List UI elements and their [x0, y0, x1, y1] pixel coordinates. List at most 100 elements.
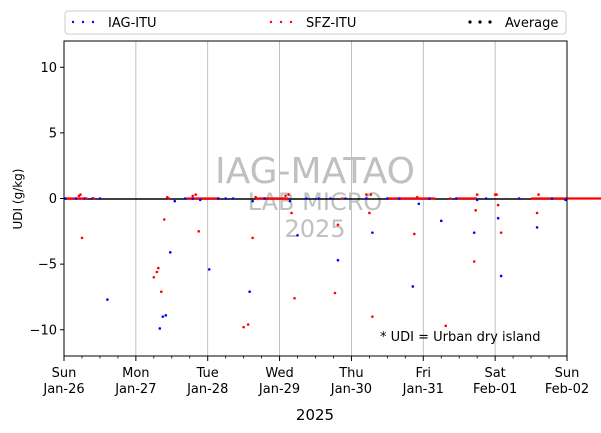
x-tick-date-1: Jan-27: [114, 382, 156, 397]
point-sfz-itu-5: [152, 275, 156, 279]
point-sfz-itu-26: [365, 193, 368, 196]
x-tick-date-5: Jan-31: [402, 382, 444, 397]
x-tick-date-6: Feb-01: [473, 382, 517, 397]
point-sfz-itu-4: [92, 197, 96, 200]
point-iag-itu-12: [191, 197, 195, 200]
point-sfz-itu-38: [495, 193, 498, 196]
watermark-line-2: LAB MICRO: [248, 188, 383, 216]
point-iag-itu-10: [173, 199, 177, 203]
x-axis-label: 2025: [296, 406, 334, 424]
point-sfz-itu-27: [368, 211, 371, 215]
y-tick-label-1: −5: [38, 258, 57, 273]
x-tick-day-6: Sat: [484, 366, 505, 381]
point-iag-itu-26: [336, 258, 340, 262]
point-sfz-itu-32: [444, 324, 448, 328]
point-sfz-itu-14: [197, 230, 201, 233]
y-tick-label-2: 0: [49, 192, 57, 207]
point-sfz-itu-34: [472, 260, 476, 263]
legend-item-sfz-itu: SFZ-ITU: [269, 16, 356, 31]
watermark: IAG-MATAO LAB MICRO 2025: [215, 151, 415, 243]
point-iag-itu-17: [231, 197, 235, 200]
point-sfz-itu-13: [194, 193, 198, 196]
point-iag-itu-21: [288, 199, 292, 203]
point-iag-itu-22: [296, 233, 299, 237]
point-sfz-itu-9: [163, 218, 166, 221]
point-sfz-itu-39: [496, 203, 500, 207]
x-tick-date-0: Jan-26: [42, 382, 84, 397]
x-axis: SunJan-26MonJan-27TueJan-28WedJan-29ThuJ…: [42, 356, 589, 397]
x-tick-day-0: Sun: [52, 366, 77, 381]
point-iag-itu-37: [472, 231, 476, 234]
point-iag-itu-41: [499, 274, 503, 278]
point-iag-itu-23: [305, 197, 308, 200]
point-iag-itu-20: [263, 197, 266, 200]
point-sfz-itu-42: [537, 193, 540, 196]
point-iag-itu-18: [248, 290, 251, 293]
point-sfz-itu-25: [341, 197, 344, 200]
point-sfz-itu-22: [293, 296, 296, 300]
point-sfz-itu-21: [290, 211, 293, 215]
point-sfz-itu-35: [474, 209, 477, 212]
point-iag-itu-42: [517, 197, 521, 200]
x-tick-day-3: Wed: [265, 366, 293, 381]
point-iag-itu-13: [198, 198, 202, 202]
point-sfz-itu-15: [242, 325, 245, 329]
point-sfz-itu-24: [336, 223, 340, 227]
point-iag-itu-34: [427, 197, 431, 200]
x-tick-date-7: Feb-02: [545, 382, 589, 397]
point-sfz-itu-6: [155, 270, 159, 274]
point-iag-itu-14: [207, 268, 211, 271]
legend-marker-iag-itu: [71, 20, 95, 24]
point-iag-itu-9: [168, 251, 172, 254]
point-sfz-itu-12: [191, 194, 195, 198]
point-sfz-itu-30: [413, 232, 416, 236]
point-iag-itu-19: [251, 199, 254, 203]
point-iag-itu-38: [475, 198, 479, 202]
point-sfz-itu-36: [475, 193, 479, 196]
y-axis: −10 −5 0 5 10: [30, 61, 64, 338]
point-sfz-itu-29: [369, 193, 373, 196]
point-iag-itu-28: [365, 197, 368, 200]
point-sfz-itu-8: [160, 290, 163, 293]
x-tick-day-1: Mon: [122, 366, 149, 381]
y-tick-label-4: 10: [40, 61, 57, 76]
x-tick-date-3: Jan-29: [258, 382, 300, 397]
point-iag-itu-45: [564, 198, 567, 202]
point-iag-itu-43: [535, 226, 539, 229]
point-iag-itu-25: [329, 197, 332, 200]
x-tick-day-7: Sun: [555, 366, 580, 381]
point-iag-itu-5: [106, 298, 109, 301]
watermark-line-3: 2025: [284, 215, 345, 243]
point-iag-itu-15: [216, 197, 220, 200]
y-tick-label-0: −10: [30, 323, 57, 338]
legend-frame: [64, 10, 567, 35]
y-tick-label-3: 5: [49, 126, 57, 141]
point-iag-itu-8: [164, 314, 168, 317]
point-sfz-itu-1: [79, 193, 82, 196]
point-sfz-itu-28: [371, 315, 374, 318]
point-iag-itu-44: [550, 197, 554, 200]
point-sfz-itu-3: [85, 197, 88, 200]
point-iag-itu-32: [411, 285, 415, 288]
point-iag-itu-30: [386, 197, 389, 200]
point-sfz-itu-20: [287, 193, 290, 196]
legend-item-average: Average: [468, 16, 558, 31]
point-sfz-itu-41: [535, 211, 539, 215]
legend-marker-average: [468, 20, 492, 24]
x-tick-day-5: Fri: [416, 366, 432, 381]
point-sfz-itu-40: [499, 231, 503, 234]
point-sfz-itu-16: [246, 323, 250, 326]
point-sfz-itu-11: [167, 197, 171, 200]
legend: IAG-ITU SFZ-ITU Average: [64, 10, 567, 35]
point-iag-itu-24: [317, 197, 320, 200]
point-iag-itu-35: [439, 219, 443, 223]
data-points: [64, 193, 567, 330]
x-tick-day-2: Tue: [196, 366, 219, 381]
x-tick-date-4: Jan-30: [330, 382, 372, 397]
point-sfz-itu-17: [251, 236, 254, 240]
legend-label-iag-itu: IAG-ITU: [108, 16, 157, 31]
point-iag-itu-40: [496, 216, 500, 220]
legend-label-sfz-itu: SFZ-ITU: [306, 16, 356, 31]
x-tick-date-2: Jan-28: [186, 382, 228, 397]
